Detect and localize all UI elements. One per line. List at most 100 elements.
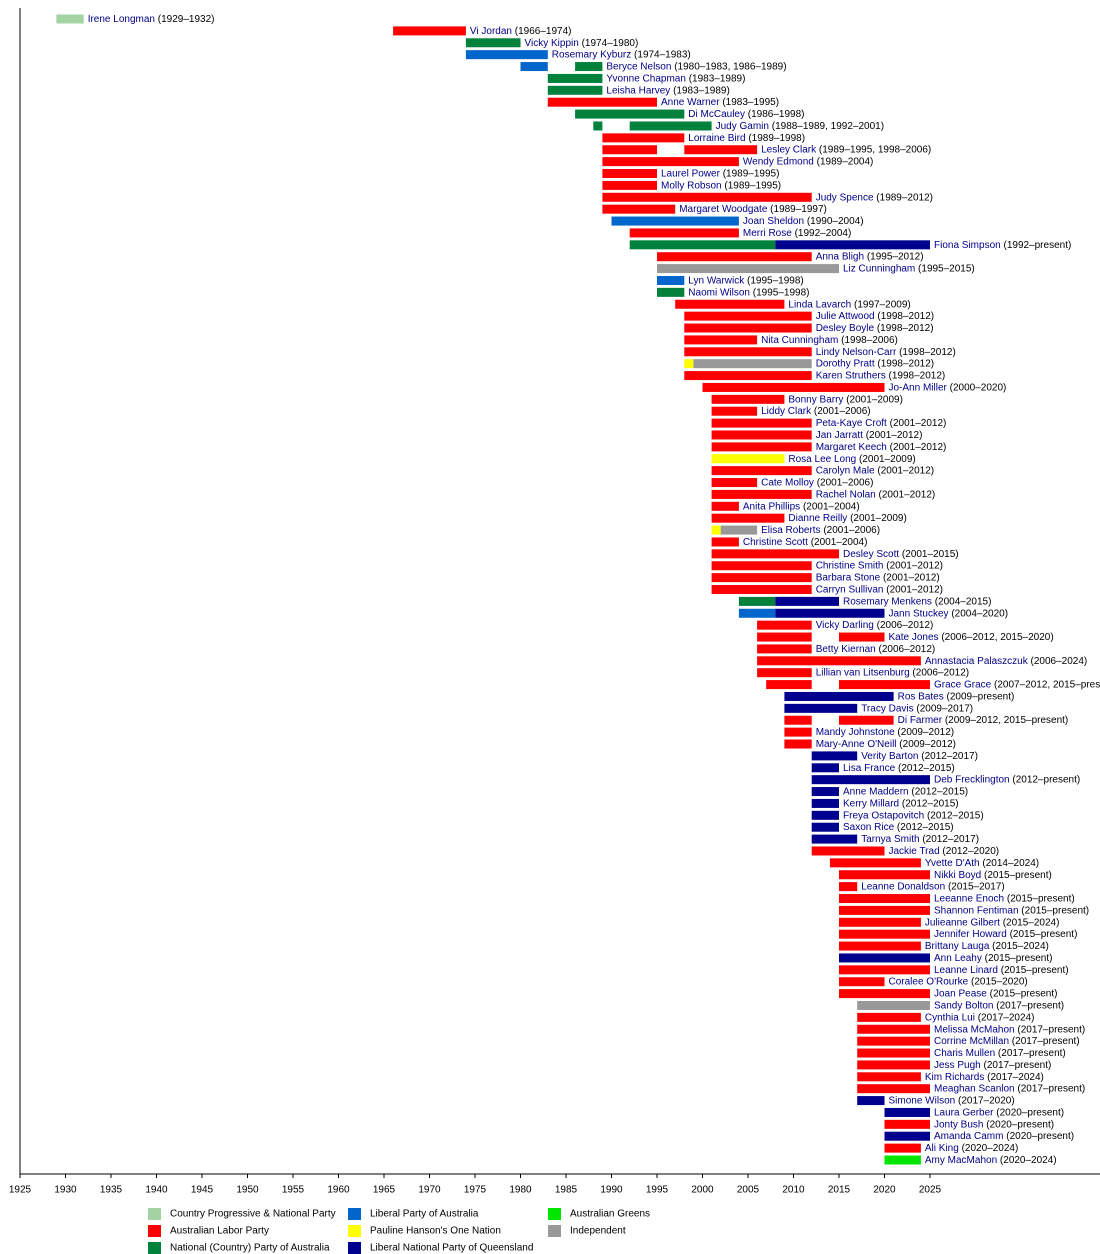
term-bar bbox=[711, 394, 785, 404]
member-label: Lyn Warwick (1995–1998) bbox=[688, 275, 803, 286]
member-term: (1989–1995) bbox=[724, 180, 781, 191]
member-term: (2015–present) bbox=[984, 869, 1052, 880]
member-term: (2017–present) bbox=[998, 1048, 1066, 1059]
term-bar bbox=[629, 240, 776, 250]
member-term: (2007–2012, 2015–present) bbox=[994, 679, 1100, 690]
member-name: Laurel Power bbox=[661, 168, 721, 179]
member-label: Annastacia Palaszczuk (2006–2024) bbox=[925, 655, 1087, 666]
member-name: Jonty Bush bbox=[934, 1119, 983, 1130]
member-term: (2017–present) bbox=[996, 1000, 1064, 1011]
term-bar bbox=[684, 323, 812, 333]
x-tick-label: 1955 bbox=[282, 1185, 305, 1196]
member-term: (2015–2017) bbox=[948, 881, 1005, 892]
member-term: (2017–present) bbox=[983, 1060, 1051, 1071]
term-bar bbox=[684, 311, 812, 321]
member-label: Anne Maddern (2012–2015) bbox=[843, 786, 968, 797]
term-bar bbox=[611, 216, 739, 226]
member-term: (1995–1998) bbox=[747, 275, 804, 286]
member-name: Deb Frecklington bbox=[934, 774, 1010, 785]
member-label: Joan Pease (2015–present) bbox=[934, 988, 1057, 999]
term-bar bbox=[547, 73, 603, 83]
member-term: (2006–2012) bbox=[912, 667, 969, 678]
member-label: Dianne Reilly (2001–2009) bbox=[788, 513, 906, 524]
member-name: Peta-Kaye Croft bbox=[816, 418, 887, 429]
member-term: (2015–present) bbox=[990, 988, 1058, 999]
member-label: Cate Molloy (2001–2006) bbox=[761, 477, 873, 488]
member-label: Liz Cunningham (1995–2015) bbox=[843, 263, 975, 274]
term-bar bbox=[839, 941, 921, 951]
term-bar bbox=[738, 608, 776, 618]
term-bar bbox=[811, 775, 930, 785]
member-name: Leanne Donaldson bbox=[861, 881, 945, 892]
member-name: Corrine McMillan bbox=[934, 1036, 1009, 1047]
member-label: Lillian van Litsenburg (2006–2012) bbox=[816, 667, 969, 678]
member-label: Peta-Kaye Croft (2001–2012) bbox=[816, 418, 947, 429]
member-label: Di McCauley (1986–1998) bbox=[688, 109, 804, 120]
member-label: Vicky Kippin (1974–1980) bbox=[525, 37, 639, 48]
term-bar bbox=[602, 180, 657, 190]
term-bar bbox=[839, 905, 930, 915]
member-label: Coralee O'Rourke (2015–2020) bbox=[889, 976, 1028, 987]
term-bar bbox=[602, 192, 812, 202]
term-bar bbox=[884, 1143, 921, 1153]
member-name: Linda Lavarch bbox=[788, 299, 851, 310]
member-name: Rosa Lee Long bbox=[788, 453, 856, 464]
term-bar bbox=[829, 858, 921, 868]
legend-label: Independent bbox=[570, 1226, 626, 1237]
member-term: (2001–2004) bbox=[803, 501, 860, 512]
term-bar bbox=[711, 478, 758, 488]
member-name: Ali King bbox=[925, 1143, 959, 1154]
member-term: (2017–2024) bbox=[987, 1071, 1044, 1082]
member-name: Grace Grace bbox=[934, 679, 992, 690]
member-label: Freya Ostapovitch (2012–2015) bbox=[843, 810, 984, 821]
member-term: (2004–2020) bbox=[951, 608, 1008, 619]
member-label: Judy Spence (1989–2012) bbox=[816, 192, 933, 203]
x-tick-label: 1930 bbox=[54, 1185, 77, 1196]
member-term: (1989–1997) bbox=[770, 204, 827, 215]
term-bar bbox=[684, 145, 758, 155]
member-label: Desley Scott (2001–2015) bbox=[843, 548, 959, 559]
member-label: Naomi Wilson (1995–1998) bbox=[688, 287, 809, 298]
term-bar bbox=[757, 656, 921, 666]
member-label: Verity Barton (2012–2017) bbox=[861, 751, 978, 762]
term-bar bbox=[839, 894, 930, 904]
legend-label: National (Country) Party of Australia bbox=[170, 1243, 330, 1254]
member-label: Brittany Lauga (2015–2024) bbox=[925, 941, 1049, 952]
member-name: Vicky Darling bbox=[816, 620, 874, 631]
member-name: Verity Barton bbox=[861, 751, 918, 762]
member-name: Judy Gamin bbox=[716, 121, 769, 132]
member-name: Vi Jordan bbox=[470, 26, 512, 37]
x-tick-label: 1990 bbox=[600, 1185, 623, 1196]
member-name: Elisa Roberts bbox=[761, 525, 820, 536]
member-term: (2009–2012) bbox=[899, 739, 956, 750]
member-term: (1988–1989, 1992–2001) bbox=[772, 121, 884, 132]
member-label: Karen Struthers (1998–2012) bbox=[816, 370, 946, 381]
member-label: Jennifer Howard (2015–present) bbox=[934, 929, 1077, 940]
member-label: Lisa France (2012–2015) bbox=[843, 762, 955, 773]
member-term: (2015–2024) bbox=[1003, 917, 1060, 928]
term-bar bbox=[657, 275, 685, 285]
member-term: (1998–2012) bbox=[889, 370, 946, 381]
member-term: (1974–1980) bbox=[582, 37, 639, 48]
member-term: (2020–present) bbox=[1006, 1131, 1074, 1142]
member-term: (2017–present) bbox=[1017, 1024, 1085, 1035]
x-tick-label: 2010 bbox=[782, 1185, 805, 1196]
term-bar bbox=[56, 14, 84, 24]
member-name: Rosemary Menkens bbox=[843, 596, 932, 607]
term-bar bbox=[811, 798, 839, 808]
term-bar bbox=[711, 585, 812, 594]
term-bar bbox=[839, 870, 930, 880]
term-bar bbox=[657, 252, 812, 262]
member-label: Nikki Boyd (2015–present) bbox=[934, 869, 1052, 880]
member-name: Charis Mullen bbox=[934, 1048, 995, 1059]
member-label: Betty Kiernan (2006–2012) bbox=[816, 644, 936, 655]
member-label: Rosa Lee Long (2001–2009) bbox=[788, 453, 915, 464]
term-bar bbox=[857, 1060, 930, 1070]
member-label: Jan Jarratt (2001–2012) bbox=[816, 430, 923, 441]
member-name: Rosemary Kyburz bbox=[552, 49, 631, 60]
term-bar bbox=[575, 62, 603, 72]
member-name: Lillian van Litsenburg bbox=[816, 667, 910, 678]
member-name: Barbara Stone bbox=[816, 572, 881, 583]
term-bar bbox=[684, 371, 812, 381]
member-label: Di Farmer (2009–2012, 2015–present) bbox=[898, 715, 1069, 726]
